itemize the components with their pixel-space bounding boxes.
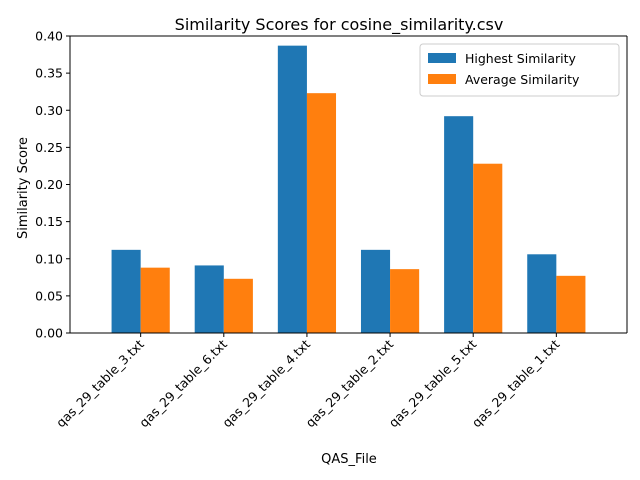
bar-highest-2 <box>277 45 307 334</box>
x-axis-label: QAS_File <box>321 452 377 467</box>
y-tick-label-4: 0.20 <box>35 177 63 192</box>
x-tick-label-5: qas_29_table_1.txt <box>469 336 563 430</box>
bar-highest-1 <box>194 265 224 333</box>
y-tick-label-1: 0.05 <box>35 288 63 303</box>
bar-average-2 <box>306 93 337 333</box>
y-tick-label-3: 0.15 <box>35 214 63 229</box>
legend-swatch-0 <box>428 53 456 63</box>
x-tick-label-1: qas_29_table_6.txt <box>136 336 230 430</box>
bar-average-4 <box>473 163 503 333</box>
chart-title: Similarity Scores for cosine_similarity.… <box>175 15 504 35</box>
legend-frame <box>419 43 620 97</box>
bar-average-0 <box>140 267 170 333</box>
y-tick-label-5: 0.25 <box>35 140 63 155</box>
bar-average-3 <box>390 269 420 333</box>
bar-highest-0 <box>111 249 141 333</box>
bar-average-1 <box>223 278 253 333</box>
bar-highest-5 <box>527 254 557 333</box>
bar-highest-4 <box>444 116 474 333</box>
x-ticks-group: qas_29_table_3.txtqas_29_table_6.txtqas_… <box>53 333 563 430</box>
y-tick-label-6: 0.30 <box>35 103 63 118</box>
y-tick-label-8: 0.40 <box>35 29 63 44</box>
y-tick-label-7: 0.35 <box>35 66 63 81</box>
y-tick-label-0: 0.00 <box>35 326 63 341</box>
y-ticks-group: 0.00 0.05 0.10 0.15 0.20 0.25 0.30 0.35 0.40 <box>35 29 70 341</box>
bar-highest-3 <box>360 249 391 333</box>
bar-average-5 <box>556 275 586 333</box>
legend-swatch-1 <box>428 74 456 84</box>
x-tick-label-0: qas_29_table_3.txt <box>53 336 147 430</box>
x-tick-label-4: qas_29_table_5.txt <box>386 336 480 430</box>
legend-label-1: Average Similarity <box>465 72 580 87</box>
x-tick-label-3: qas_29_table_2.txt <box>302 336 396 430</box>
y-axis-label: Similarity Score <box>16 137 31 239</box>
legend: Highest Similarity Average Similarity <box>419 43 620 97</box>
legend-label-0: Highest Similarity <box>465 51 577 66</box>
y-tick-label-2: 0.10 <box>35 251 63 266</box>
x-tick-label-2: qas_29_table_4.txt <box>219 336 313 430</box>
bars-group <box>111 45 586 334</box>
